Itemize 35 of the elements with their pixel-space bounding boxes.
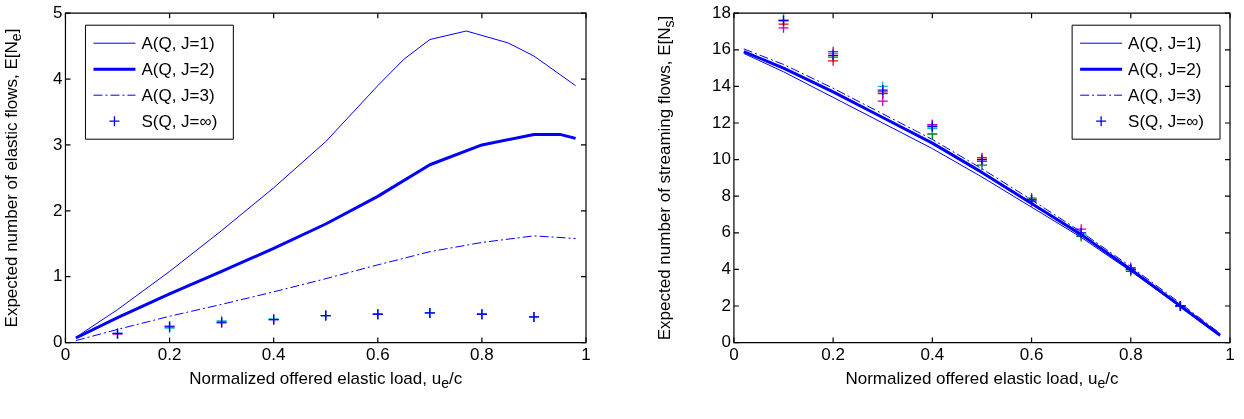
y-tick-label: 6 — [721, 222, 731, 242]
x-tick-label: 0.8 — [1118, 345, 1143, 365]
legend-label: S(Q, J=∞) — [1128, 111, 1205, 131]
legend-label: A(Q, J=3) — [1128, 85, 1202, 105]
legend-label: S(Q, J=∞) — [141, 111, 218, 131]
x-tick-label: 0.6 — [365, 345, 390, 365]
legend-label: A(Q, J=1) — [1128, 33, 1202, 53]
y-tick-label: 10 — [711, 149, 731, 169]
x-axis-title: Normalized offered elastic load, u$_{e}$/c — [189, 368, 463, 391]
legend-label: A(Q, J=2) — [1128, 59, 1202, 79]
y-tick-label: 16 — [711, 39, 731, 59]
y-tick-label: 0 — [721, 332, 731, 352]
y-tick-label: 8 — [721, 185, 731, 205]
y-tick-label: 18 — [711, 2, 731, 22]
x-tick-label: 0.4 — [920, 345, 945, 365]
y-tick-label: 2 — [721, 295, 731, 315]
x-axis-title: Normalized offered elastic load, u$_{e}$/c — [845, 368, 1119, 391]
y-tick-label: 5 — [52, 2, 63, 22]
y-tick-label: 4 — [52, 68, 63, 88]
x-tick-label: 0.4 — [261, 345, 286, 365]
x-tick-label: 0.8 — [470, 345, 494, 365]
legend-label: A(Q, J=3) — [141, 85, 215, 105]
y-tick-label: 3 — [52, 134, 63, 154]
y-tick-label: 12 — [711, 112, 731, 132]
y-tick-label: 4 — [721, 259, 731, 279]
legend-label: A(Q, J=2) — [141, 59, 215, 79]
x-tick-label: 1 — [1225, 345, 1235, 365]
y-tick-label: 1 — [52, 266, 63, 286]
x-tick-label: 0.6 — [1019, 345, 1044, 365]
y-tick-label: 14 — [711, 76, 731, 96]
x-tick-label: 0.2 — [821, 345, 845, 365]
legend-label: A(Q, J=1) — [141, 33, 215, 53]
x-tick-label: 1 — [581, 345, 591, 365]
x-tick-label: 0.2 — [157, 345, 182, 365]
y-tick-label: 2 — [52, 200, 63, 220]
